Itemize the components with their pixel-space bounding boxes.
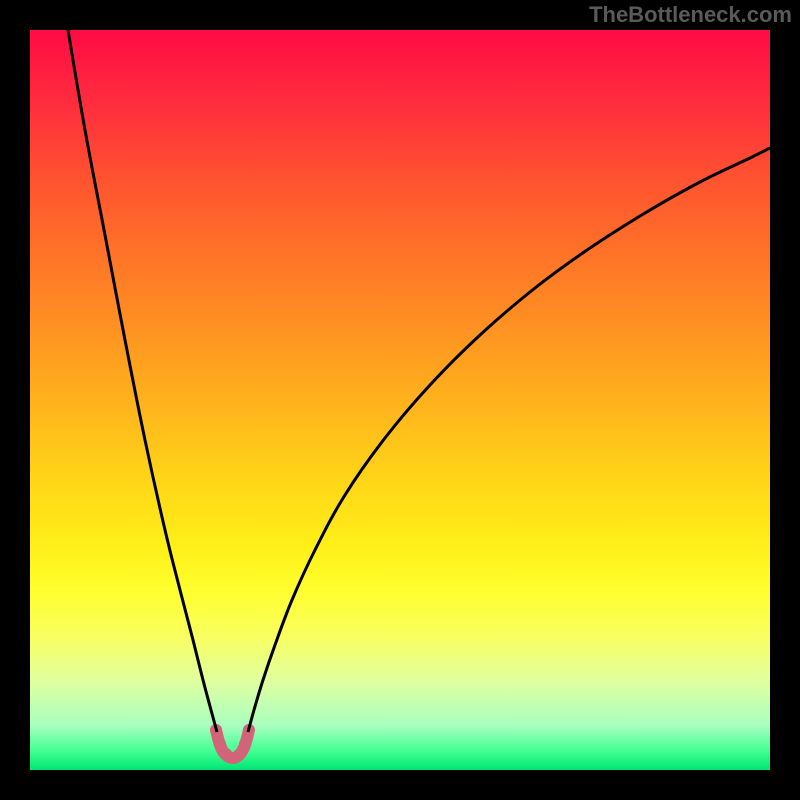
curve-right-branch [248,148,770,732]
curve-layer [30,30,770,770]
watermark-text: TheBottleneck.com [589,2,792,28]
plot-area [30,30,770,770]
chart-frame: TheBottleneck.com [0,0,800,800]
curve-left-branch [68,30,217,732]
